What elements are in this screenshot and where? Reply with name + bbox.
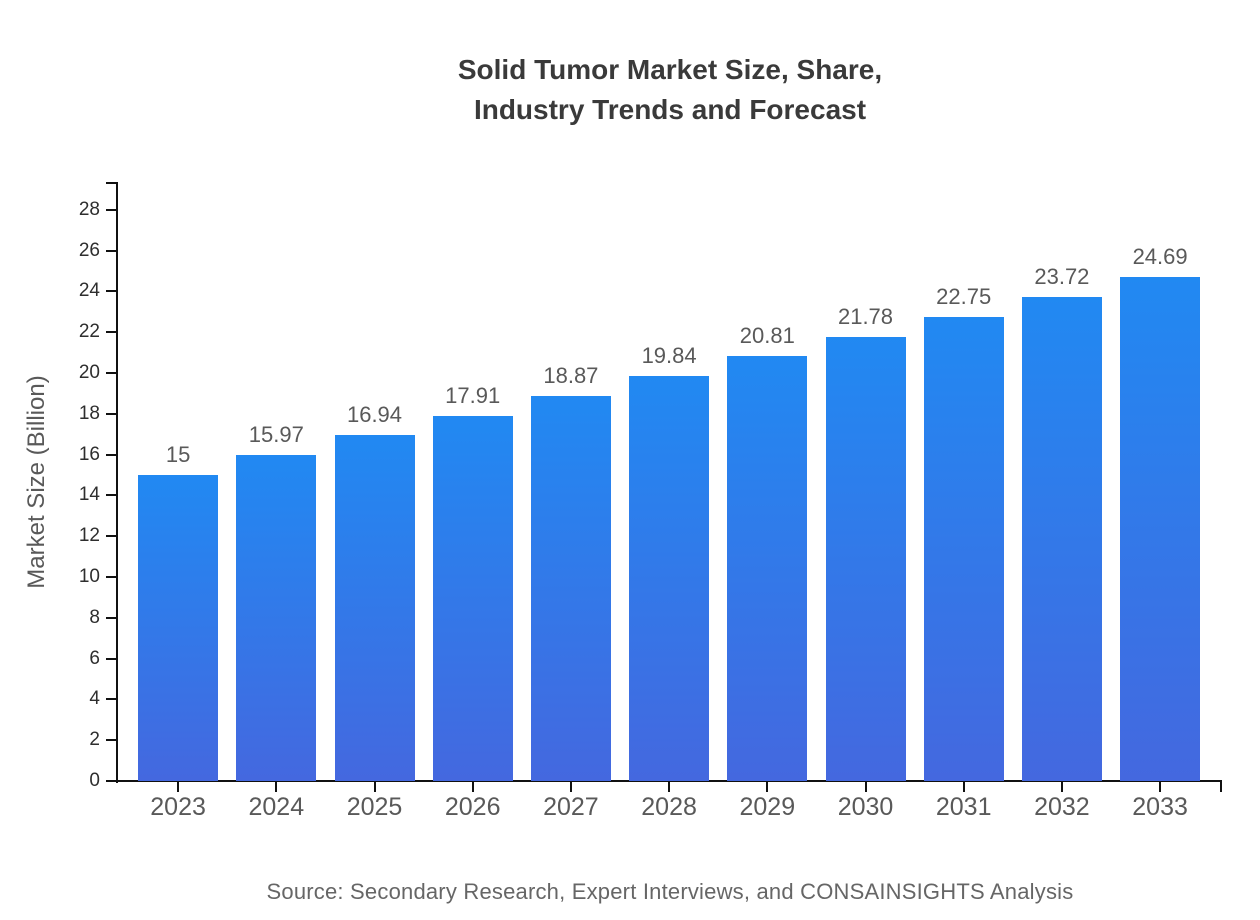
y-tick-mark [106,535,116,538]
x-tick-label: 2024 [248,793,305,821]
y-tick-mark [106,208,116,211]
y-tick-mark [106,739,116,742]
y-tick-mark [106,412,116,415]
x-tick-mark [1060,782,1063,792]
x-tick-mark [373,782,376,792]
bar [923,316,1004,781]
y-axis-title: Market Size (Billion) [23,375,50,589]
y-tick-mark [106,331,116,334]
y-tick-label: 28 [78,198,100,220]
x-tick-mark [962,782,965,792]
x-axis-line [116,780,1222,782]
bar-value-label: 24.69 [1132,244,1188,270]
y-tick-label: 10 [78,566,100,587]
y-tick-label: 24 [78,280,100,302]
bar-value-label: 22.75 [936,283,992,309]
y-axis-end-tick [106,182,116,184]
bar-value-label: 21.78 [837,303,894,329]
y-tick-mark [106,780,116,782]
y-tick-label: 26 [78,239,100,261]
y-tick-mark [106,290,116,293]
y-tick-label: 20 [78,362,100,383]
y-tick-label: 22 [78,321,100,343]
x-tick-label: 2030 [837,793,894,821]
bar-value-label: 15.97 [248,422,304,448]
y-tick-mark [106,249,116,252]
x-tick-mark [1159,782,1162,792]
y-tick-label: 8 [89,606,100,628]
chart-title-line2: Industry Trends and Forecast [473,94,867,125]
x-tick-label: 2031 [935,793,992,821]
x-tick-label: 2023 [150,793,206,821]
bar [727,356,808,781]
x-tick-label: 2033 [1132,793,1188,821]
chart-title: Solid Tumor Market Size, Share, Industry… [0,50,1260,130]
y-tick-mark [106,576,116,578]
bar [825,336,906,781]
source-note: Source: Secondary Research, Expert Inter… [266,879,1074,904]
y-tick-mark [106,494,116,497]
x-tick-mark [864,782,867,792]
y-tick-label: 12 [78,525,100,547]
y-tick-label: 18 [78,402,100,424]
bar-value-label: 18.87 [543,363,599,389]
bar [1021,297,1102,781]
bar-value-label: 20.81 [739,323,795,349]
bar [530,396,611,781]
y-tick-mark [106,453,116,456]
y-axis-line [116,182,118,783]
bar-value-label: 17.91 [445,382,501,408]
bar [432,415,513,781]
x-tick-label: 2027 [543,793,599,821]
y-tick-label: 16 [78,443,100,465]
y-tick-mark [106,698,116,701]
x-tick-label: 2025 [346,793,403,821]
y-tick-label: 2 [89,729,100,751]
y-tick-mark [106,372,116,374]
y-tick-label: 6 [89,647,100,669]
bar [1120,277,1201,781]
x-tick-mark [766,782,769,792]
bar-value-label: 15 [165,442,191,467]
bar [629,376,710,781]
x-tick-label: 2026 [444,793,501,821]
y-tick-label: 4 [89,688,100,710]
x-tick-mark [569,782,572,792]
x-tick-mark [275,782,278,792]
bar [138,475,219,781]
y-tick-mark [106,616,116,619]
bar [334,435,415,781]
y-tick-label: 0 [89,770,100,791]
x-axis-end-tick [1220,782,1222,792]
bar-value-label: 23.72 [1034,264,1090,290]
y-tick-label: 14 [78,484,100,506]
bar-value-label: 19.84 [641,343,697,369]
x-tick-label: 2032 [1034,793,1090,821]
x-tick-label: 2029 [739,793,796,821]
chart-title-line1: Solid Tumor Market Size, Share, [457,54,883,85]
x-tick-mark [668,782,671,792]
bar-value-label: 16.94 [346,402,403,428]
bar [236,455,317,781]
y-tick-mark [106,657,116,660]
x-tick-mark [471,782,474,792]
x-tick-label: 2028 [641,793,697,821]
x-tick-mark [177,782,180,792]
